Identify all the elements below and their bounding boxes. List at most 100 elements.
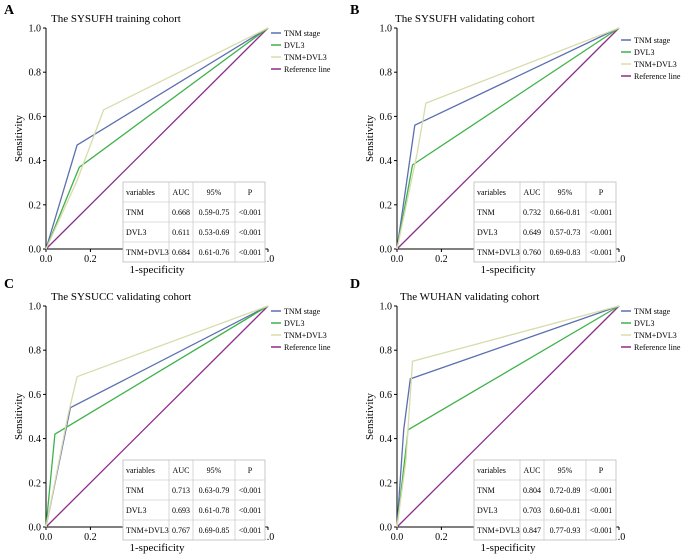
- roc-line-dvl3: [396, 27, 620, 250]
- y-tick-label: 0.4: [29, 156, 42, 167]
- table-cell: 0.72-0.89: [550, 486, 581, 495]
- legend-label-dvl3: DVL3: [284, 41, 304, 50]
- roc-line-reference-line: [45, 305, 269, 528]
- y-axis-label: Sensitivity: [13, 392, 25, 440]
- panel-label: D: [350, 277, 360, 292]
- y-tick-label: 0.2: [380, 478, 393, 489]
- table-cell: 0.713: [172, 486, 190, 495]
- panel-label: C: [4, 277, 14, 292]
- chart-title: The WUHAN validating cohort: [400, 291, 539, 303]
- y-tick-label: 0.6: [380, 112, 393, 123]
- y-axis-label: Sensitivity: [13, 114, 25, 162]
- table-cell: 0.668: [172, 208, 190, 217]
- table-cell: 0.804: [523, 486, 541, 495]
- x-tick-label: 0.2: [435, 254, 448, 265]
- table-header-cell: 95%: [207, 466, 222, 475]
- table-cell: <0.001: [239, 248, 262, 257]
- x-tick-label: 1.0: [613, 532, 626, 543]
- x-axis-label: 1-specificity: [130, 542, 185, 554]
- y-axis-label: Sensitivity: [364, 392, 376, 440]
- legend-label-dvl3: DVL3: [284, 319, 304, 328]
- table-cell: 0.760: [523, 248, 541, 257]
- table-cell: 0.57-0.73: [550, 228, 581, 237]
- roc-line-dvl3: [45, 27, 269, 250]
- table-cell: TNM: [477, 208, 495, 217]
- table-cell: 0.61-0.76: [199, 248, 230, 257]
- table-cell: <0.001: [590, 486, 613, 495]
- table-cell: <0.001: [239, 486, 262, 495]
- y-tick-label: 1.0: [29, 24, 42, 35]
- table-header-cell: 95%: [207, 188, 222, 197]
- table-cell: 0.732: [523, 208, 541, 217]
- y-tick-label: 0.8: [29, 346, 42, 357]
- y-tick-label: 0.4: [380, 434, 393, 445]
- legend-label-reference-line: Reference line: [284, 343, 331, 352]
- table-cell: <0.001: [239, 506, 262, 515]
- legend-label-tnm-stage: TNM stage: [284, 307, 321, 316]
- y-tick-label: 0.8: [380, 68, 393, 79]
- legend-label-tnm-plus-dvl3: TNM+DVL3: [284, 53, 327, 62]
- table-cell: TNM: [477, 486, 495, 495]
- y-tick-label: 0.2: [29, 478, 42, 489]
- table-cell: <0.001: [590, 506, 613, 515]
- chart-title: The SYSUFH training cohort: [51, 13, 181, 25]
- y-tick-label: 0.0: [29, 523, 42, 534]
- table-cell: TNM+DVL3: [126, 248, 169, 257]
- table-cell: DVL3: [477, 228, 497, 237]
- roc-line-reference-line: [396, 305, 620, 528]
- table-cell: <0.001: [239, 208, 262, 217]
- chart-panel-b: B The SYSUFH validating cohort 0.00.0 0.2 0.…: [350, 3, 681, 276]
- roc-line-tnm-stage: [396, 305, 620, 528]
- table-cell: <0.001: [590, 526, 613, 535]
- y-tick-label: 0.8: [29, 68, 42, 79]
- table-cell: DVL3: [126, 228, 146, 237]
- table-cell: <0.001: [590, 208, 613, 217]
- table-cell: <0.001: [590, 248, 613, 257]
- chart-panel-c: C The SYSUCC validating cohort 0.00.0 0.2 0.…: [4, 277, 331, 554]
- y-tick-label: 1.0: [380, 24, 393, 35]
- roc-line-tnm-plus-dvl3: [45, 27, 269, 250]
- table-cell: 0.63-0.79: [199, 486, 230, 495]
- x-tick-label: 0.2: [435, 532, 448, 543]
- table-cell: TNM: [126, 208, 144, 217]
- x-axis-label: 1-specificity: [130, 264, 185, 276]
- y-tick-label: 0.8: [380, 346, 393, 357]
- x-tick-label: 0.2: [84, 532, 97, 543]
- chart-title: The SYSUFH validating cohort: [395, 13, 535, 25]
- y-tick-label: 0.0: [29, 245, 42, 256]
- table-header-cell: AUC: [173, 466, 190, 475]
- y-tick-label: 0.6: [29, 390, 42, 401]
- x-tick-label: 0.2: [84, 254, 97, 265]
- panel-label: A: [4, 3, 15, 18]
- table-cell: 0.59-0.75: [199, 208, 230, 217]
- x-tick-label: 0.0: [391, 532, 404, 543]
- table-header-cell: variables: [126, 466, 155, 475]
- roc-line-tnm-plus-dvl3: [396, 27, 620, 250]
- x-tick-label: 0.0: [40, 254, 53, 265]
- y-tick-label: 0.4: [380, 156, 393, 167]
- legend-label-tnm-plus-dvl3: TNM+DVL3: [284, 331, 327, 340]
- table-cell: TNM+DVL3: [477, 248, 520, 257]
- legend-label-dvl3: DVL3: [634, 319, 654, 328]
- legend-label-reference-line: Reference line: [634, 72, 681, 81]
- table-cell: 0.649: [523, 228, 541, 237]
- table-cell: 0.61-0.78: [199, 506, 230, 515]
- chart-title: The SYSUCC validating cohort: [51, 291, 191, 303]
- table-header-cell: variables: [477, 188, 506, 197]
- table-header-cell: AUC: [524, 466, 541, 475]
- roc-line-tnm-stage: [45, 27, 269, 250]
- y-tick-label: 0.6: [29, 112, 42, 123]
- table-cell: 0.847: [523, 526, 541, 535]
- legend-label-tnm-stage: TNM stage: [634, 307, 671, 316]
- roc-line-reference-line: [396, 27, 620, 250]
- table-header-cell: P: [599, 466, 604, 475]
- x-axis-label: 1-specificity: [481, 264, 536, 276]
- table-header-cell: 95%: [558, 466, 573, 475]
- table-cell: 0.611: [172, 228, 190, 237]
- table-cell: 0.684: [172, 248, 190, 257]
- y-tick-label: 0.2: [380, 200, 393, 211]
- table-header-cell: variables: [126, 188, 155, 197]
- table-cell: TNM+DVL3: [126, 526, 169, 535]
- table-cell: <0.001: [239, 228, 262, 237]
